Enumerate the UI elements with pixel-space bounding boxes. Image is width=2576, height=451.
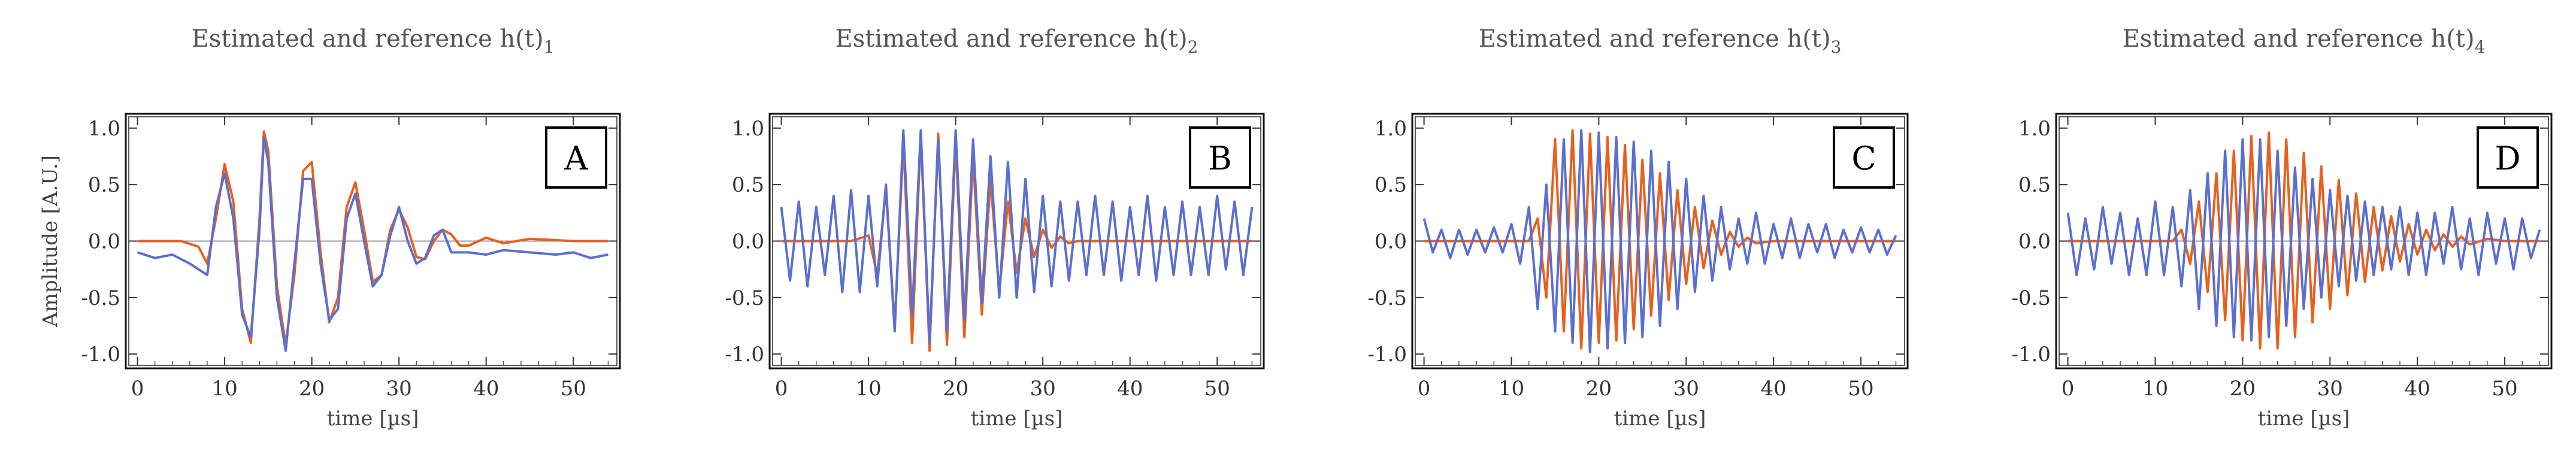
y-tick-label: -0.5 [725, 286, 764, 310]
x-tick-label: 20 [2230, 377, 2256, 401]
x-tick-label: 40 [2405, 377, 2430, 401]
x-tick-label: 40 [473, 377, 499, 401]
y-tick-label: 1.0 [2018, 117, 2051, 141]
chart-panel-1: Estimated and reference h(t)10 10 20 30 40 50… [38, 25, 621, 431]
x-tick-label: 30 [1673, 377, 1699, 401]
y-tick-label: 0.5 [88, 173, 120, 197]
x-tick-label: 30 [1030, 377, 1056, 401]
y-tick-label: 0.0 [732, 230, 764, 254]
chart-title-text: Estimated and reference h(t) [1479, 25, 1831, 53]
plot-frame-outer-4 [2055, 113, 2553, 370]
x-tick-label: 10 [1499, 377, 1524, 401]
x-tick-label: 40 [1761, 377, 1787, 401]
x-tick-label: 0 [2062, 377, 2075, 401]
x-tick-label: 20 [1586, 377, 1612, 401]
panel-badge-box-4 [2477, 126, 2539, 189]
x-axis-label: time [µs] [327, 407, 419, 431]
x-tick-label: 40 [1117, 377, 1143, 401]
y-tick-label: -0.5 [1367, 286, 1407, 310]
y-axis-label: Amplitude [A.U.] [38, 155, 62, 328]
x-axis-label: time [µs] [2258, 407, 2350, 431]
chart-title-4: Estimated and reference h(t)4 [2123, 25, 2486, 57]
y-tick-label: -0.5 [2011, 286, 2051, 310]
chart-title-3: Estimated and reference h(t)3 [1479, 25, 1842, 57]
x-tick-label: 30 [386, 377, 412, 401]
x-axis-label: time [µs] [971, 407, 1063, 431]
series-line-reference-4 [2068, 131, 2540, 350]
y-tick-label: 1.0 [88, 117, 120, 141]
x-tick-label: 20 [943, 377, 968, 401]
y-tick-label: 0.5 [732, 173, 764, 197]
series-line-estimated-1 [137, 136, 609, 352]
x-tick-label: 50 [2492, 377, 2517, 401]
chart-panel-4: Estimated and reference h(t)40 10 20 30 40 50… [2011, 25, 2553, 431]
chart-title-text: Estimated and reference h(t) [2123, 25, 2475, 53]
chart-title-subscript: 1 [544, 37, 555, 57]
x-tick-label: 50 [1204, 377, 1230, 401]
plot-frame-outer-3 [1411, 113, 1909, 370]
chart-title-subscript: 2 [1188, 37, 1198, 57]
panel-badge-label: B [1208, 140, 1232, 177]
y-tick-label: 0.0 [2018, 230, 2051, 254]
x-tick-label: 30 [2317, 377, 2343, 401]
chart-title-2: Estimated and reference h(t)2 [836, 25, 1198, 57]
x-tick-label: 0 [131, 377, 144, 401]
chart-panel-2: Estimated and reference h(t)20 10 20 30 40 50… [725, 25, 1265, 431]
x-tick-label: 10 [855, 377, 881, 401]
panel-badge-box-2 [1189, 126, 1251, 189]
y-tick-label: 1.0 [1375, 117, 1407, 141]
x-tick-label: 20 [299, 377, 325, 401]
chart-panel-3: Estimated and reference h(t)30 10 20 30 40 50… [1367, 25, 1909, 431]
y-tick-label: -1.0 [81, 343, 120, 367]
chart-title-subscript: 3 [1831, 37, 1842, 57]
chart-title-text: Estimated and reference h(t) [836, 25, 1188, 53]
y-tick-label: 0.0 [88, 230, 120, 254]
panel-badge-label: A [564, 140, 589, 177]
y-tick-label: 0.5 [2018, 173, 2051, 197]
chart-title-1: Estimated and reference h(t)1 [192, 25, 555, 57]
chart-title-subscript: 4 [2475, 37, 2486, 57]
x-axis-label: time [µs] [1614, 407, 1706, 431]
y-tick-label: -1.0 [2011, 343, 2051, 367]
chart-title-text: Estimated and reference h(t) [192, 25, 544, 53]
y-tick-label: 1.0 [732, 117, 764, 141]
x-tick-label: 10 [2142, 377, 2168, 401]
series-line-reference-3 [1424, 129, 1896, 350]
series-line-estimated-3 [1422, 129, 1897, 353]
y-tick-label: 0.0 [1375, 230, 1407, 254]
panel-badge-label: C [1851, 140, 1876, 177]
panel-badge-box-1 [545, 126, 607, 189]
panel-badge-label: D [2495, 140, 2520, 177]
x-tick-label: 10 [211, 377, 237, 401]
y-tick-label: -0.5 [81, 286, 120, 310]
y-tick-label: -1.0 [725, 343, 764, 367]
panel-badge-box-3 [1833, 126, 1895, 189]
y-tick-label: 0.5 [1375, 173, 1407, 197]
x-tick-label: 0 [775, 377, 788, 401]
plot-frame-outer-1 [125, 113, 621, 370]
x-tick-label: 50 [561, 377, 586, 401]
y-tick-label: -1.0 [1367, 343, 1407, 367]
x-tick-label: 0 [1418, 377, 1431, 401]
plot-frame-outer-2 [768, 113, 1265, 370]
series-line-estimated-2 [780, 129, 1254, 344]
x-tick-label: 50 [1848, 377, 1873, 401]
series-line-estimated-4 [2066, 138, 2541, 342]
